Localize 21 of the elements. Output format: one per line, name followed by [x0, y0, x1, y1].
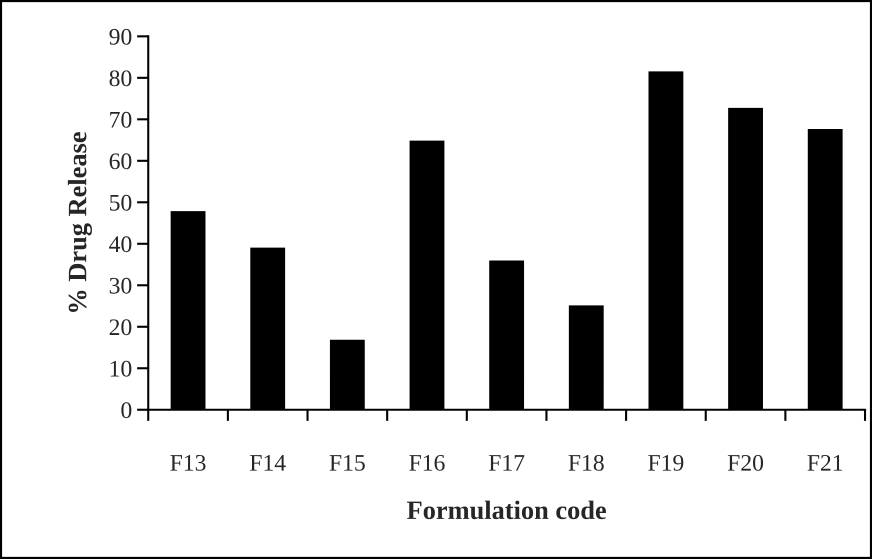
y-tick-label: 0	[121, 402, 132, 418]
x-tick-label: F17	[488, 454, 524, 471]
x-tick-label: F19	[648, 454, 684, 471]
x-tick-label: F14	[250, 454, 286, 471]
x-axis-title: Formulation code	[407, 500, 606, 520]
y-tick-label: 20	[110, 319, 132, 336]
x-tick-label: F15	[330, 454, 365, 471]
x-tick-label: F18	[568, 454, 604, 471]
y-tick-label: 40	[109, 236, 132, 252]
x-tick-label: F21	[808, 454, 842, 471]
y-tick-label: 90	[109, 28, 132, 45]
y-tick-label: 80	[110, 70, 132, 86]
y-tick-label: 50	[110, 194, 132, 211]
y-axis-title: % Drug Release	[68, 132, 92, 312]
x-tick-label: F16	[409, 454, 445, 471]
y-tick-label: 30	[110, 278, 132, 294]
y-tick-label: 70	[110, 112, 132, 128]
y-tick-label: 60	[110, 153, 132, 170]
y-tick-label: 10	[110, 360, 132, 377]
x-tick-label: F13	[170, 454, 206, 471]
x-tick-label: F20	[728, 454, 764, 471]
